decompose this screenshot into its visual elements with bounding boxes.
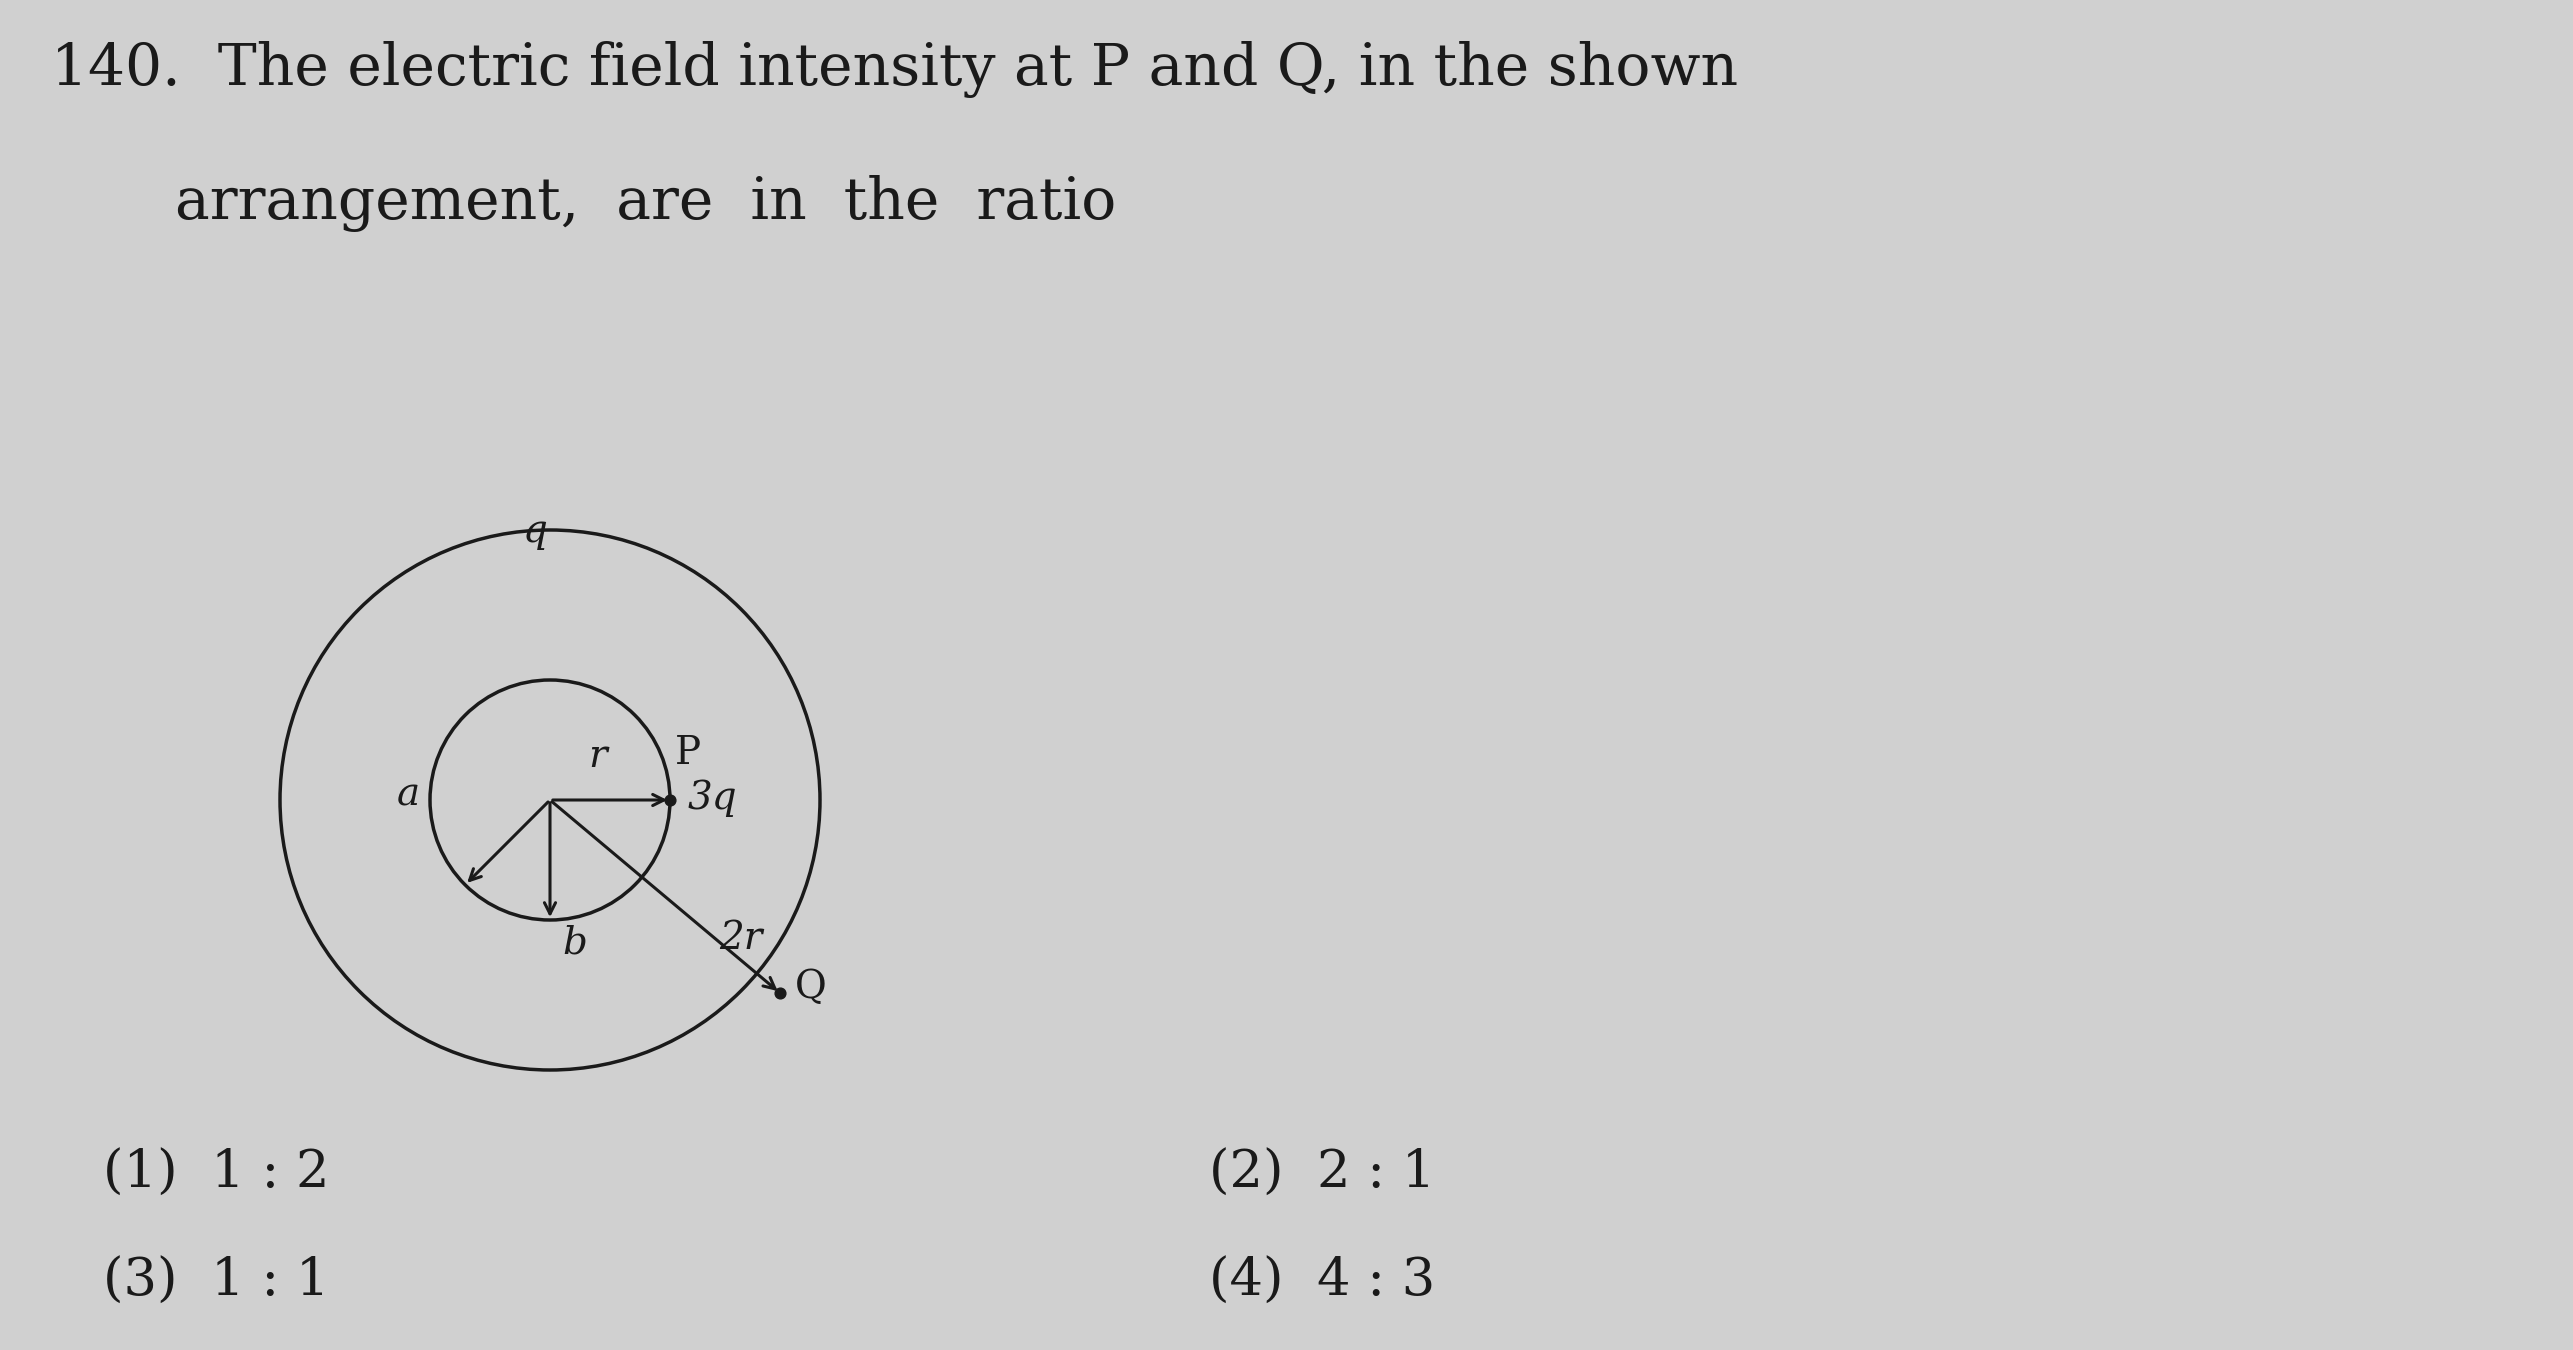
Text: 3q: 3q [687,779,738,817]
Text: 140.  The electric field intensity at P and Q, in the shown: 140. The electric field intensity at P a… [51,40,1739,97]
Text: (1)  1 : 2: (1) 1 : 2 [103,1148,329,1199]
Text: q: q [522,513,548,549]
Text: P: P [674,734,700,772]
Text: (4)  4 : 3: (4) 4 : 3 [1209,1256,1436,1307]
Text: b: b [561,925,587,963]
Point [759,981,800,1003]
Text: (2)  2 : 1: (2) 2 : 1 [1209,1148,1436,1199]
Text: Q: Q [795,969,826,1006]
Text: r: r [589,738,607,775]
Text: a: a [396,776,419,814]
Point [648,790,690,811]
Text: 2r: 2r [720,921,762,957]
Text: (3)  1 : 1: (3) 1 : 1 [103,1256,329,1307]
Text: arrangement,  are  in  the  ratio: arrangement, are in the ratio [175,176,1117,232]
